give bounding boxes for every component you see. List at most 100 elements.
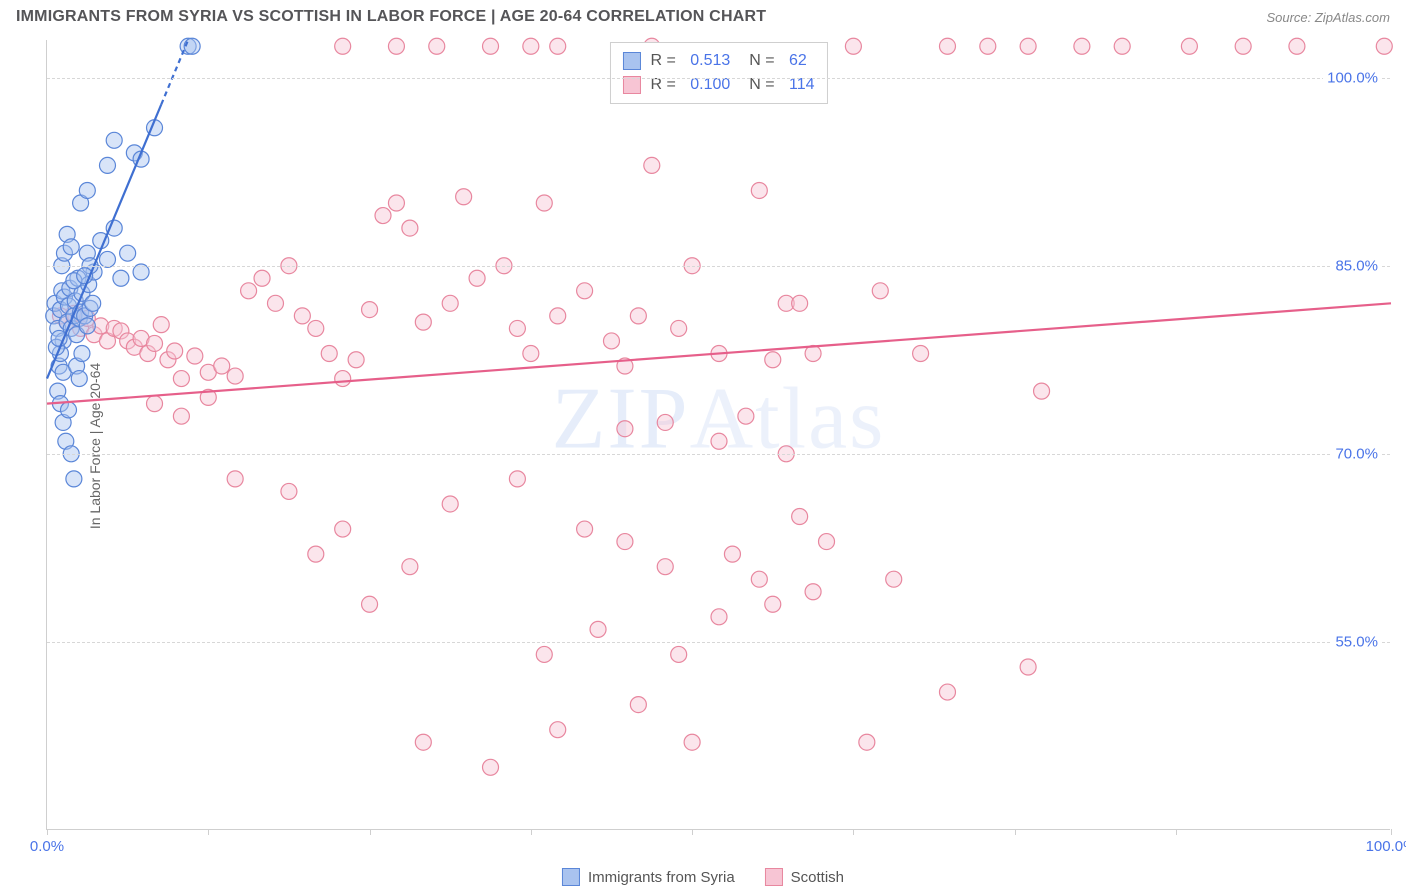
scatter-point bbox=[792, 509, 808, 525]
scatter-point bbox=[415, 314, 431, 330]
scatter-point bbox=[402, 559, 418, 575]
scatter-point bbox=[657, 559, 673, 575]
scatter-point bbox=[227, 368, 243, 384]
scatter-point bbox=[819, 534, 835, 550]
scatter-point bbox=[859, 734, 875, 750]
scatter-point bbox=[308, 320, 324, 336]
scatter-point bbox=[483, 759, 499, 775]
scatter-point bbox=[509, 471, 525, 487]
chart-header: IMMIGRANTS FROM SYRIA VS SCOTTISH IN LAB… bbox=[0, 0, 1406, 30]
scatter-point bbox=[630, 308, 646, 324]
legend-swatch-a bbox=[622, 52, 640, 70]
scatter-point bbox=[886, 571, 902, 587]
scatter-point bbox=[738, 408, 754, 424]
scatter-point bbox=[523, 38, 539, 54]
scatter-point bbox=[61, 402, 77, 418]
scatter-point bbox=[167, 343, 183, 359]
scatter-point bbox=[362, 596, 378, 612]
xtick-mark bbox=[692, 829, 693, 835]
scatter-point bbox=[335, 521, 351, 537]
gridline-h bbox=[47, 642, 1390, 643]
scatter-point bbox=[939, 684, 955, 700]
source-prefix: Source: bbox=[1266, 10, 1314, 25]
scatter-point bbox=[415, 734, 431, 750]
xtick-label: 100.0% bbox=[1366, 838, 1406, 855]
xtick-label: 0.0% bbox=[30, 838, 64, 855]
stat-r-a: 0.513 bbox=[690, 49, 730, 73]
scatter-point bbox=[63, 239, 79, 255]
scatter-point bbox=[724, 546, 740, 562]
scatter-point bbox=[173, 371, 189, 387]
scatter-point bbox=[765, 352, 781, 368]
stat-n-a: 62 bbox=[789, 49, 807, 73]
legend-swatch-b bbox=[622, 76, 640, 94]
scatter-point bbox=[267, 295, 283, 311]
gridline-h bbox=[47, 454, 1390, 455]
bottom-legend-item-a: Immigrants from Syria bbox=[562, 868, 735, 886]
scatter-point bbox=[335, 38, 351, 54]
scatter-point bbox=[913, 345, 929, 361]
ytick-label: 100.0% bbox=[1323, 69, 1382, 86]
scatter-point bbox=[85, 295, 101, 311]
scatter-point bbox=[1181, 38, 1197, 54]
scatter-point bbox=[106, 132, 122, 148]
scatter-point bbox=[147, 396, 163, 412]
scatter-point bbox=[227, 471, 243, 487]
scatter-point bbox=[456, 189, 472, 205]
scatter-point bbox=[751, 571, 767, 587]
scatter-svg bbox=[47, 40, 1390, 829]
scatter-point bbox=[1114, 38, 1130, 54]
scatter-point bbox=[120, 245, 136, 261]
bottom-legend-item-b: Scottish bbox=[765, 868, 844, 886]
scatter-point bbox=[173, 408, 189, 424]
xtick-mark bbox=[1015, 829, 1016, 835]
scatter-point bbox=[630, 697, 646, 713]
scatter-point bbox=[1074, 38, 1090, 54]
scatter-point bbox=[214, 358, 230, 374]
xtick-mark bbox=[47, 829, 48, 835]
scatter-point bbox=[442, 295, 458, 311]
gridline-h bbox=[47, 266, 1390, 267]
gridline-h bbox=[47, 78, 1390, 79]
scatter-point bbox=[536, 195, 552, 211]
scatter-point bbox=[79, 318, 95, 334]
scatter-point bbox=[153, 317, 169, 333]
scatter-point bbox=[402, 220, 418, 236]
scatter-point bbox=[1020, 38, 1036, 54]
scatter-point bbox=[99, 157, 115, 173]
chart-title: IMMIGRANTS FROM SYRIA VS SCOTTISH IN LAB… bbox=[16, 8, 766, 26]
source-attribution: Source: ZipAtlas.com bbox=[1266, 10, 1390, 25]
xtick-mark bbox=[370, 829, 371, 835]
xtick-mark bbox=[1391, 829, 1392, 835]
scatter-point bbox=[74, 345, 90, 361]
legend-swatch-a-icon bbox=[562, 868, 580, 886]
scatter-point bbox=[1235, 38, 1251, 54]
scatter-point bbox=[711, 609, 727, 625]
scatter-point bbox=[375, 208, 391, 224]
scatter-point bbox=[469, 270, 485, 286]
scatter-point bbox=[113, 270, 129, 286]
scatter-point bbox=[617, 534, 633, 550]
plot-area: ZIPAtlas R = 0.513 N = 62 R = 0.100 N = … bbox=[46, 40, 1390, 830]
scatter-point bbox=[577, 283, 593, 299]
scatter-point bbox=[617, 421, 633, 437]
scatter-point bbox=[509, 320, 525, 336]
bottom-legend-label-a: Immigrants from Syria bbox=[588, 869, 735, 886]
scatter-point bbox=[483, 38, 499, 54]
scatter-point bbox=[590, 621, 606, 637]
scatter-point bbox=[308, 546, 324, 562]
source-link[interactable]: ZipAtlas.com bbox=[1315, 10, 1390, 25]
scatter-point bbox=[523, 345, 539, 361]
scatter-point bbox=[845, 38, 861, 54]
xtick-mark bbox=[531, 829, 532, 835]
scatter-point bbox=[442, 496, 458, 512]
ytick-label: 70.0% bbox=[1331, 445, 1382, 462]
scatter-point bbox=[348, 352, 364, 368]
scatter-point bbox=[657, 414, 673, 430]
scatter-point bbox=[550, 722, 566, 738]
scatter-point bbox=[79, 182, 95, 198]
scatter-point bbox=[671, 646, 687, 662]
scatter-point bbox=[241, 283, 257, 299]
scatter-point bbox=[281, 483, 297, 499]
scatter-point bbox=[1034, 383, 1050, 399]
